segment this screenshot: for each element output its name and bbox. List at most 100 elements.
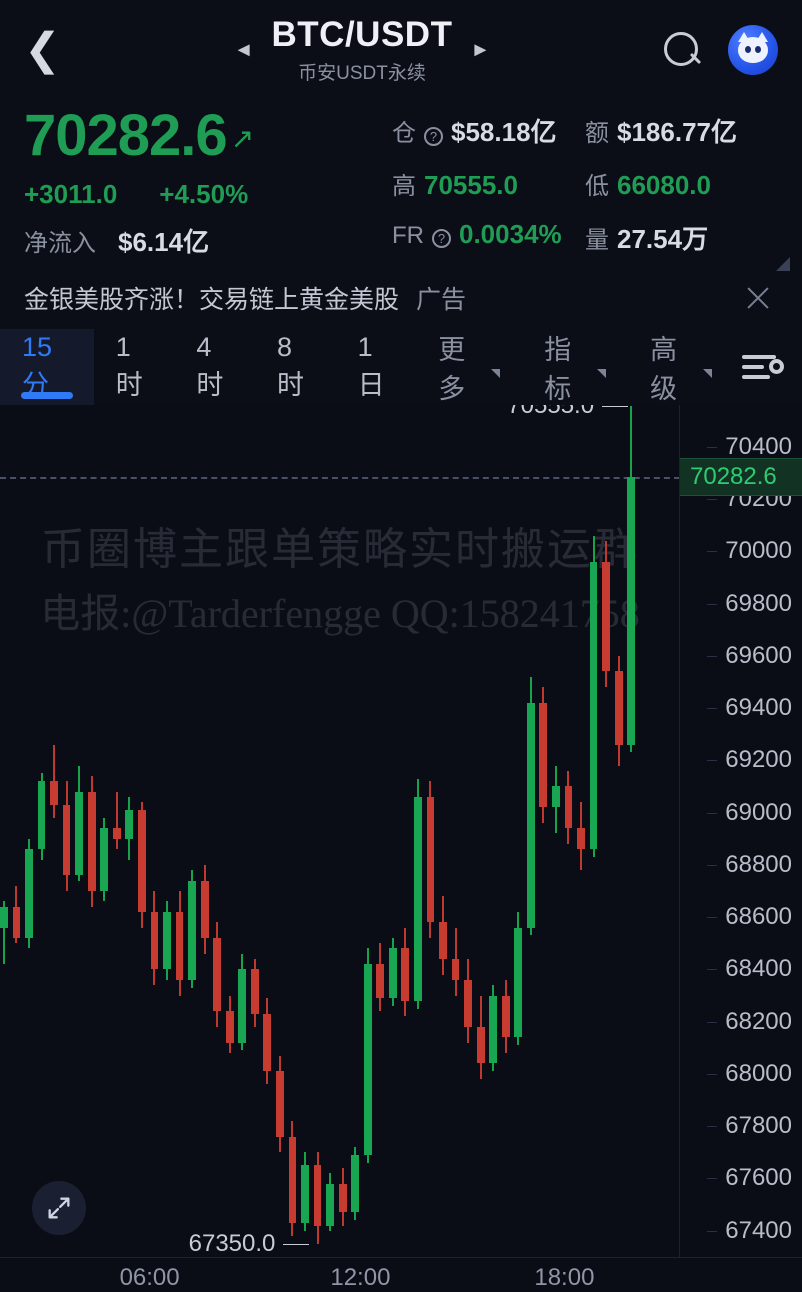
search-icon[interactable] [662,30,702,70]
help-icon[interactable]: ? [432,229,451,249]
chevron-down-icon [491,369,501,379]
candle-body [37,781,46,850]
tab-1时[interactable]: 1时 [94,329,175,405]
candle [87,405,96,1257]
candle [514,405,523,1257]
ad-banner-text: 金银美股齐涨！交易链上黄金美股 广告 [24,280,738,316]
candle [627,405,636,1257]
expand-panel-triangle-icon[interactable] [776,256,790,271]
stat-value: 0.0034% [459,219,562,250]
candle [138,405,146,1257]
pair-titles[interactable]: BTC/USDT 币安USDT永续 [272,15,453,85]
candle-body [25,849,33,939]
timeframe-tabbar: 15分 1时 4时 8时 1日 更多 指标 高级 [0,328,802,405]
stat-0[interactable]: 仓? $58.18亿 [392,112,585,152]
price-axis-tick: 68000 [707,1060,792,1088]
fullscreen-button[interactable] [32,1180,86,1235]
tab-label: 高级 [650,334,678,404]
candle [464,405,472,1257]
time-axis: 06:00 12:00 18:00 [0,1256,802,1291]
candlestick-plot[interactable]: 币圈博主跟单策略实时搬运群 电报:@Tarderfengge QQ:158241… [0,405,680,1257]
leader-line [602,406,629,408]
candle [602,405,610,1257]
candle-body [552,786,560,808]
stat-value: 27.54万 [617,224,709,255]
price-axis-tick: 69600 [707,642,792,670]
tab-高级[interactable]: 高级 [628,329,734,405]
price-axis-tick: 69200 [707,746,792,774]
close-icon[interactable] [738,278,778,318]
last-price-value: 70282.6 [24,103,228,168]
tab-15分[interactable]: 15分 [0,328,94,405]
stat-label: 量 [585,227,609,255]
tick-dash [707,655,718,657]
tab-更多[interactable]: 更多 [416,329,522,405]
candle-body [464,979,472,1027]
candle [451,405,460,1257]
prev-pair-caret-icon[interactable]: ◄ [233,39,254,61]
net-inflow-row: 净流入 $6.14亿 [24,222,392,259]
tab-label: 1时 [115,331,143,400]
chevron-down-icon [597,369,607,379]
net-inflow-label: 净流入 [24,229,96,257]
candle-body [138,809,146,912]
candle [112,405,121,1257]
candle [0,405,8,1257]
tab-8时[interactable]: 8时 [255,329,336,405]
tick-dash [707,446,718,448]
candle-body [112,828,121,839]
low-price-value: 67350.0 [188,1229,276,1257]
tab-1日[interactable]: 1日 [336,329,417,405]
tab-label: 8时 [277,331,305,400]
candle [301,405,309,1257]
tab-指标[interactable]: 指标 [522,329,628,405]
time-axis-tick: 06:00 [119,1263,180,1291]
candle-body [313,1165,322,1226]
candle-body [602,561,610,672]
price-axis-tick: 67600 [707,1164,792,1192]
change-absolute: +3011.0 [24,178,118,209]
candle-body [351,1154,360,1213]
tick-dash [707,1073,718,1075]
candle-body [263,1013,272,1072]
back-chevron-icon[interactable]: ❮ [24,24,61,75]
stat-label: 低 [585,172,609,200]
candle [276,405,284,1257]
candle [589,405,598,1257]
last-price-row: 70282.6 ↗ [24,103,392,168]
tick-dash [707,603,718,605]
ad-banner[interactable]: 金银美股齐涨！交易链上黄金美股 广告 [0,267,802,329]
candle-body [301,1165,309,1223]
stat-value: 66080.0 [617,169,711,200]
chart-area[interactable]: 币圈博主跟单策略实时搬运群 电报:@Tarderfengge QQ:158241… [0,404,802,1291]
tab-4时[interactable]: 4时 [174,329,255,405]
candle [150,405,159,1257]
stat-3: 低 66080.0 [585,166,778,206]
tab-label: 4时 [196,331,224,400]
pair-subtitle: 币安USDT永续 [298,63,426,85]
candle [250,405,259,1257]
price-axis[interactable]: 70400 70200 70000 69800 69600 69400 69200 69000… [680,405,802,1257]
candle-body [564,786,573,829]
candle-body [87,791,96,891]
tick-dash [707,498,718,500]
candle-body [200,880,209,939]
change-percent: +4.50% [159,178,249,209]
candle-body [363,964,372,1155]
candle [501,405,510,1257]
time-axis-tick: 18:00 [534,1263,595,1291]
current-price-tag[interactable]: 70282.6 [680,458,802,497]
tick-dash [707,864,718,866]
net-inflow-value: $6.14亿 [118,226,210,257]
tick-dash [707,1230,718,1232]
candle [414,405,422,1257]
candle [489,405,498,1257]
avatar[interactable] [728,25,778,75]
help-icon[interactable]: ? [424,127,443,146]
candle [25,405,33,1257]
candle [552,405,560,1257]
chart-settings-button[interactable] [734,329,802,405]
candle [37,405,46,1257]
stat-4[interactable]: FR? 0.0034% [392,219,585,259]
next-pair-caret-icon[interactable]: ► [470,39,491,61]
